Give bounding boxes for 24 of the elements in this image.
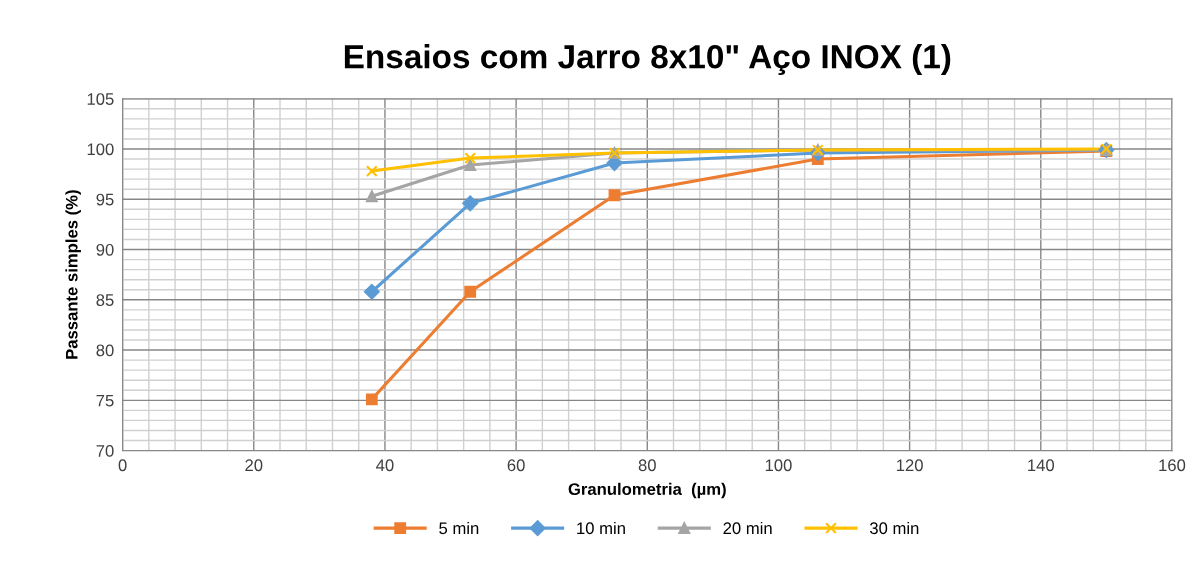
- x-tick-label: 120: [896, 459, 923, 472]
- y-tick-label: 105: [87, 93, 114, 105]
- y-tick-label: 75: [96, 394, 114, 407]
- legend-label: 20 min: [723, 521, 772, 535]
- y-tick-label: 100: [87, 143, 114, 156]
- chart-title: Ensaios com Jarro 8x10" Aço INOX (1): [344, 44, 951, 76]
- x-tick-label: 100: [765, 459, 792, 472]
- y-tick-label: 90: [96, 243, 114, 256]
- x-tick-label: 140: [1028, 459, 1055, 472]
- y-tick-label: 80: [96, 344, 114, 357]
- x-tick-label: 40: [376, 459, 394, 472]
- y-tick-label: 85: [96, 294, 114, 306]
- y-tick-label: 70: [96, 444, 114, 457]
- x-tick-label: 60: [507, 459, 525, 472]
- legend-label: 30 min: [869, 521, 919, 535]
- y-tick-label: 95: [96, 193, 114, 206]
- x-tick-label: 20: [245, 459, 263, 472]
- legend-label: 10 min: [577, 521, 625, 535]
- x-tick-label: 160: [1159, 459, 1186, 472]
- legend-label: 5 min: [439, 521, 479, 535]
- x-tick-label: 0: [118, 459, 127, 472]
- x-tick-label: 80: [638, 459, 656, 472]
- x-axis-title: Granulometria (µm): [568, 482, 726, 499]
- y-axis-title: Passante simples (%): [65, 190, 81, 359]
